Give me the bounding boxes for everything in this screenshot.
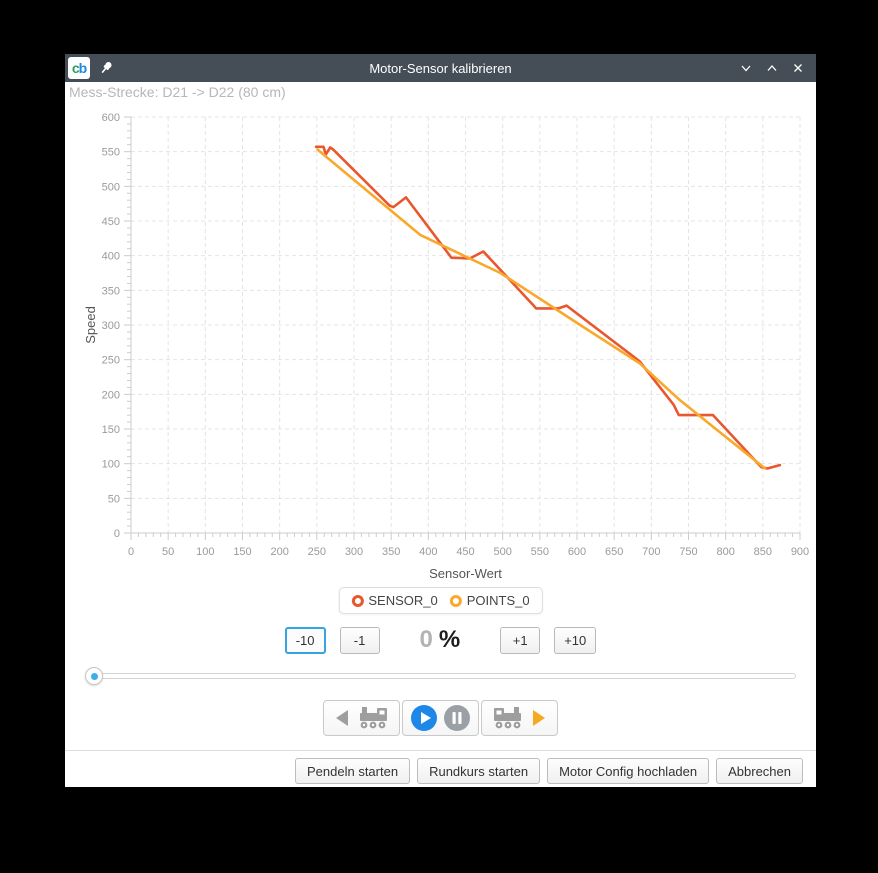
pause-icon [444,705,470,731]
svg-text:Speed: Speed [83,306,98,344]
svg-text:450: 450 [102,216,120,228]
svg-text:600: 600 [102,112,120,124]
svg-text:0: 0 [128,546,134,558]
svg-text:800: 800 [716,546,734,558]
svg-text:50: 50 [108,493,120,505]
footer-separator [65,750,816,751]
svg-text:200: 200 [270,546,288,558]
sensor-series-marker-icon [351,594,364,607]
svg-text:150: 150 [102,424,120,436]
pendeln-starten-button[interactable]: Pendeln starten [295,758,411,784]
play-icon [411,705,437,731]
svg-text:Sensor-Wert: Sensor-Wert [429,566,502,581]
back-triangle-icon [336,710,348,726]
slider-handle[interactable] [85,667,103,685]
minus-1-button[interactable]: -1 [339,626,380,654]
drive-backward-button[interactable] [323,700,400,736]
legend-item-points[interactable]: POINTS_0 [449,593,530,608]
svg-text:450: 450 [456,546,474,558]
minimize-icon[interactable] [738,60,754,76]
svg-text:300: 300 [102,320,120,332]
pin-icon[interactable] [98,60,114,76]
svg-text:50: 50 [162,546,174,558]
svg-text:300: 300 [345,546,363,558]
slider-track[interactable] [85,673,796,679]
svg-text:750: 750 [679,546,697,558]
svg-text:550: 550 [531,546,549,558]
svg-text:650: 650 [605,546,623,558]
svg-text:700: 700 [642,546,660,558]
speed-slider[interactable] [85,666,796,686]
svg-text:350: 350 [102,285,120,297]
svg-text:150: 150 [233,546,251,558]
abbrechen-button[interactable]: Abbrechen [716,758,803,784]
slider-handle-dot [90,672,98,680]
svg-text:350: 350 [382,546,400,558]
train-left-icon [360,707,387,729]
playback-controls [65,700,816,736]
plus-1-button[interactable]: +1 [500,626,541,654]
speed-percent-value: 0% [420,626,461,654]
svg-text:600: 600 [568,546,586,558]
svg-text:400: 400 [419,546,437,558]
measure-track-label: Mess-Strecke: D21 -> D22 (80 cm) [69,84,286,100]
calibration-chart: 0 50 100 150 200 250 300 350 400 450 500 550 600 650 7… [83,112,809,581]
svg-text:250: 250 [308,546,326,558]
svg-text:900: 900 [791,546,809,558]
footer-buttons: Pendeln starten Rundkurs starten Motor C… [295,758,803,784]
logo-letter-c: c [71,60,80,76]
svg-text:500: 500 [493,546,511,558]
svg-text:550: 550 [102,147,120,159]
window-title: Motor-Sensor kalibrieren [369,60,512,76]
drive-forward-button[interactable] [481,700,558,736]
legend-item-sensor[interactable]: SENSOR_0 [351,593,438,608]
speed-stepper-row: -10 -1 0% +1 +10 [65,625,816,655]
minus-10-button[interactable]: -10 [284,626,326,654]
svg-text:100: 100 [102,459,120,471]
motor-config-hochladen-button[interactable]: Motor Config hochladen [547,758,710,784]
forward-triangle-icon [533,710,545,726]
percent-sign: % [438,626,461,653]
play-pause-button[interactable] [402,700,479,736]
svg-text:850: 850 [754,546,772,558]
legend-label: SENSOR_0 [368,593,438,608]
close-icon[interactable] [790,60,806,76]
points-series-marker-icon [449,594,462,607]
rundkurs-starten-button[interactable]: Rundkurs starten [417,758,541,784]
chart-legend: SENSOR_0 POINTS_0 [338,587,543,614]
svg-text:100: 100 [196,546,214,558]
svg-text:400: 400 [102,251,120,263]
svg-text:250: 250 [102,355,120,367]
logo-letter-b: b [78,60,88,76]
train-right-icon [494,707,521,729]
svg-text:0: 0 [114,528,120,540]
svg-text:500: 500 [102,181,120,193]
legend-label: POINTS_0 [466,593,530,608]
maximize-icon[interactable] [764,60,780,76]
percent-number: 0 [419,626,433,653]
plus-10-button[interactable]: +10 [554,626,597,654]
svg-text:200: 200 [102,389,120,401]
